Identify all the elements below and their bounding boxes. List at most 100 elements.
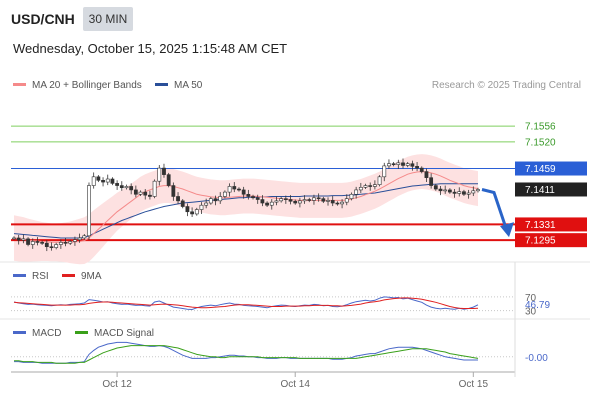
candle-body: [237, 188, 241, 191]
candle-body: [138, 191, 143, 195]
candle-body: [274, 200, 279, 203]
candle-body: [396, 162, 401, 165]
candle-body: [162, 167, 166, 175]
rsi-last-label: 46.79: [525, 300, 550, 311]
candle-body: [349, 193, 354, 199]
candle-body: [124, 186, 129, 189]
rsi-swatch: [13, 273, 26, 277]
candle-body: [372, 184, 377, 187]
candle-body: [91, 176, 96, 186]
candle-body: [73, 239, 77, 242]
ma20-swatch: [13, 82, 26, 86]
candle-body: [87, 185, 91, 237]
candle-body: [49, 246, 54, 249]
candle-body: [241, 189, 246, 195]
candle-body: [171, 185, 176, 197]
legend-ma20-label: MA 20 + Bollinger Bands: [32, 80, 142, 91]
candle-body: [457, 191, 462, 194]
candle-body: [391, 163, 396, 166]
candle-body: [227, 186, 232, 193]
candle-body: [340, 201, 344, 205]
candle-body: [452, 191, 457, 194]
level-label-7.1520: 7.1520: [525, 137, 556, 148]
candle-body: [368, 185, 373, 187]
candle-body: [269, 201, 274, 206]
candle-body: [148, 194, 152, 197]
candle-body: [82, 235, 87, 239]
candle-body: [133, 189, 138, 195]
copyright-text: Research © 2025 Trading Central: [431, 80, 581, 91]
legend-ma50-label: MA 50: [174, 80, 203, 91]
bollinger-band: [14, 154, 478, 265]
candle-body: [307, 199, 312, 201]
macd-swatch: [13, 330, 26, 334]
candle-body: [424, 171, 429, 178]
legend-rsi-ma: 9MA: [62, 271, 102, 282]
level-box-7.1459: [515, 161, 587, 176]
candle-body: [105, 178, 110, 183]
candle-body: [223, 191, 227, 197]
candle-body: [260, 199, 265, 204]
level-label-7.1411: 7.1411: [525, 185, 555, 196]
candle-body: [382, 165, 387, 178]
rsi-line: [13, 296, 479, 311]
candle-body: [377, 176, 382, 185]
candle-body: [194, 209, 199, 215]
candle-body: [419, 167, 424, 172]
candle-body: [335, 202, 340, 205]
timeframe-button[interactable]: 30 MIN: [83, 7, 133, 31]
candle-body: [185, 206, 190, 213]
candle-body: [190, 211, 195, 215]
legend-macd-label: MACD: [32, 328, 62, 339]
candle-body: [101, 180, 105, 183]
macd-last-label: -0.00: [525, 353, 548, 364]
candle-body: [21, 238, 26, 241]
candle-body: [63, 242, 68, 244]
candle-body: [77, 237, 82, 241]
candle-body: [40, 242, 45, 244]
candle-body: [293, 200, 298, 204]
chart-datetime: Wednesday, October 15, 2025 1:15:48 AM C…: [13, 41, 288, 56]
candle-body: [279, 198, 284, 202]
rsi-tick-30: 30: [525, 307, 537, 318]
level-label-7.1331: 7.1331: [525, 220, 556, 231]
candle-body: [255, 197, 260, 200]
candle-body: [438, 188, 443, 192]
level-label-7.1459: 7.1459: [525, 164, 556, 175]
candle-body: [12, 237, 16, 240]
forecast-arrow: [481, 188, 508, 229]
legend-rsi: RSI: [13, 271, 49, 282]
ma50-line: [13, 183, 478, 239]
candle-body: [129, 186, 134, 191]
candle-body: [302, 199, 307, 202]
legend-ma20: MA 20 + Bollinger Bands: [13, 80, 142, 91]
candle-body: [297, 200, 302, 204]
candle-body: [471, 190, 476, 194]
candle-body: [433, 185, 438, 190]
candle-body: [115, 183, 120, 186]
candle-body: [166, 174, 171, 186]
candle-body: [363, 185, 368, 188]
forecast-arrowhead: [500, 222, 514, 238]
candle-body: [218, 196, 223, 202]
candle-body: [443, 189, 448, 192]
candle-body: [180, 200, 185, 207]
x-tick-label: Oct 14: [280, 379, 310, 390]
candle-body: [246, 193, 251, 197]
candle-body: [157, 167, 162, 182]
candle-body: [326, 200, 330, 202]
symbol-label: USD/CNH: [11, 11, 75, 27]
legend-ma50: MA 50: [155, 80, 202, 91]
candle-body: [152, 180, 157, 197]
candle-body: [410, 163, 415, 167]
legend-macd-signal: MACD Signal: [75, 328, 154, 339]
candle-body: [213, 198, 218, 202]
ma20-line: [13, 171, 479, 243]
legend-macd: MACD: [13, 328, 61, 339]
candle-body: [330, 200, 335, 204]
candle-body: [265, 202, 269, 206]
candle-body: [58, 242, 63, 245]
candle-body: [68, 241, 73, 244]
candle-body: [110, 178, 115, 184]
